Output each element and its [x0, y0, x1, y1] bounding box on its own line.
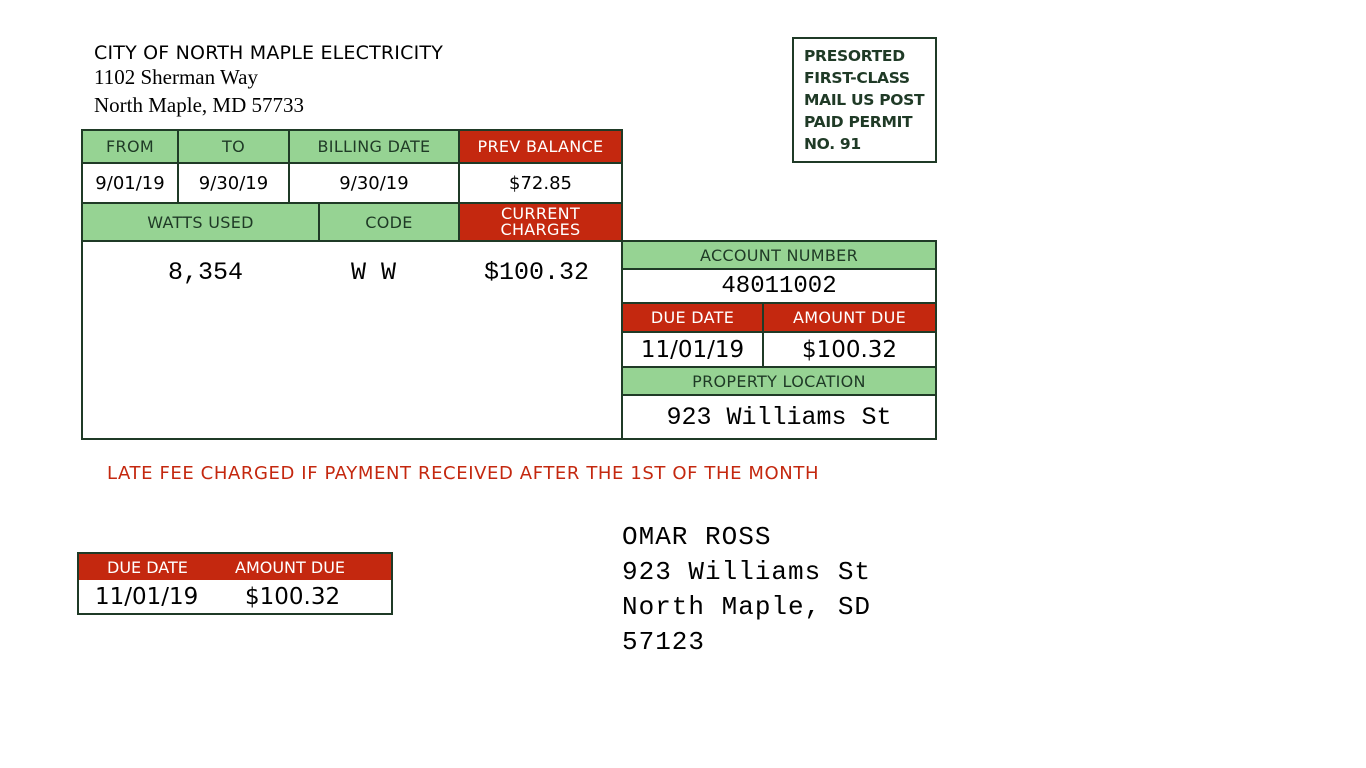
sender-street: 1102 Sherman Way [94, 65, 258, 89]
account-number-value: 48011002 [621, 268, 937, 304]
amount-due-header: AMOUNT DUE [762, 302, 937, 333]
billing-date-header: BILLING DATE [288, 129, 460, 164]
billing-date-value: 9/30/19 [288, 162, 460, 204]
property-location-value: 923 Williams St [621, 394, 937, 440]
current-charges-label-line1: CURRENT [500, 204, 581, 223]
sender-city-state-zip: North Maple, MD 57733 [94, 93, 304, 117]
current-charges-label-line2: CHARGES [500, 220, 581, 239]
sender-name: CITY OF NORTH MAPLE ELECTRICITY [94, 42, 443, 64]
permit-line: PRESORTED [804, 47, 905, 65]
payment-stub: DUE DATE AMOUNT DUE 11/01/19 $100.32 [77, 552, 393, 615]
prev-balance-header: PREV BALANCE [458, 129, 623, 164]
recipient-zip: 57123 [622, 627, 706, 657]
stub-due-date-value: 11/01/19 [95, 584, 199, 610]
to-date-value: 9/30/19 [177, 162, 290, 204]
permit-line: MAIL US POST [804, 91, 925, 109]
amount-due-value: $100.32 [762, 331, 937, 368]
from-date-value: 9/01/19 [81, 162, 179, 204]
watts-used-header: WATTS USED [81, 202, 320, 242]
current-charges-header: CURRENT CHARGES [458, 202, 623, 242]
late-fee-notice: LATE FEE CHARGED IF PAYMENT RECEIVED AFT… [107, 463, 820, 484]
stub-due-date-header: DUE DATE [107, 558, 188, 577]
code-header: CODE [318, 202, 460, 242]
permit-line: FIRST-CLASS [804, 69, 910, 87]
watts-used-value: 8,354 [168, 258, 244, 287]
from-header: FROM [81, 129, 179, 164]
permit-line: NO. 91 [804, 135, 861, 153]
stub-header-bar [79, 554, 391, 580]
stub-amount-due-header: AMOUNT DUE [235, 558, 346, 577]
stub-amount-due-value: $100.32 [245, 584, 341, 610]
due-date-value: 11/01/19 [621, 331, 764, 368]
prev-balance-value: $72.85 [458, 162, 623, 204]
to-header: TO [177, 129, 290, 164]
recipient-city-state: North Maple, SD [622, 592, 872, 622]
permit-line: PAID PERMIT [804, 113, 913, 131]
postage-permit-box: PRESORTED FIRST-CLASS MAIL US POST PAID … [792, 37, 937, 163]
account-number-header: ACCOUNT NUMBER [621, 240, 937, 270]
code-value: W W [351, 258, 397, 287]
property-location-header: PROPERTY LOCATION [621, 366, 937, 396]
recipient-street: 923 Williams St [622, 557, 872, 587]
current-charges-value: $100.32 [484, 258, 590, 287]
due-date-header: DUE DATE [621, 302, 764, 333]
recipient-name: OMAR ROSS [622, 522, 772, 552]
